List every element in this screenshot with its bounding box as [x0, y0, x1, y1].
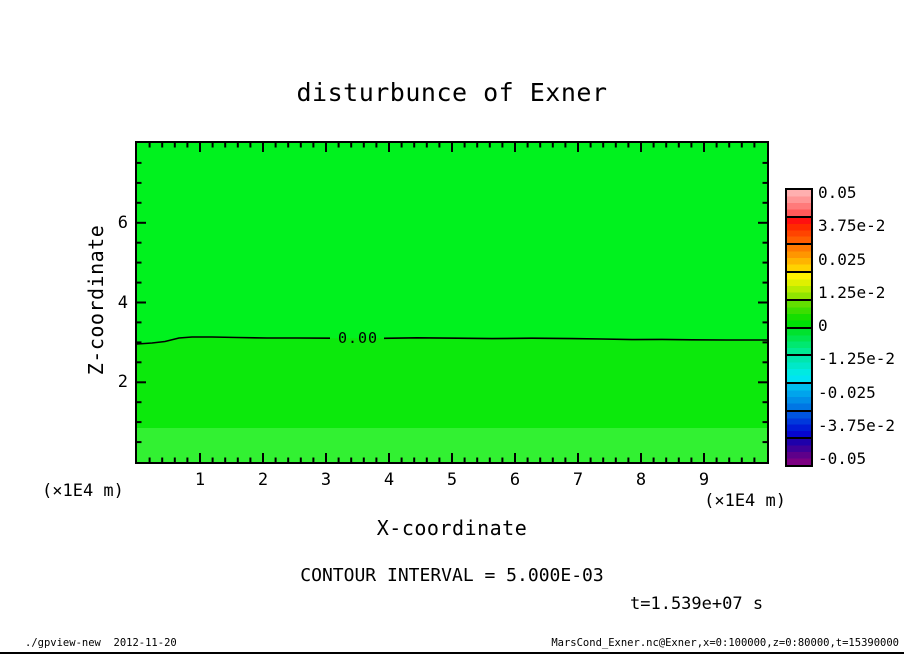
colorbar-segment [787, 326, 811, 355]
x-tick-label: 7 [572, 470, 584, 490]
zero-contour-line-left [137, 336, 331, 345]
x-axis-unit-label: (×1E4 m) [704, 491, 786, 511]
colorbar-tick-label: 1.25e-2 [818, 282, 886, 302]
colorbar-tick-label: 0.025 [818, 249, 867, 269]
colorbar-segment [787, 381, 811, 410]
x-tick-label: 3 [320, 470, 332, 490]
plot-title: disturbunce of Exner [296, 78, 608, 107]
colorbar-tick-label: 3.75e-2 [818, 216, 886, 236]
x-tick-label: 9 [698, 470, 710, 490]
x-tick-label: 4 [383, 470, 395, 490]
colorbar-segment [787, 354, 811, 382]
colorbar-segment [787, 271, 811, 299]
colorbar-segment [787, 437, 811, 466]
colorbar-tick-label: -3.75e-2 [818, 415, 896, 435]
window-bottom-rule [0, 652, 904, 654]
y-axis-unit-label: (×1E4 m) [42, 481, 124, 501]
colorbar-tick-label: -0.025 [818, 382, 876, 402]
colorbar-segment [787, 298, 811, 327]
colorbar-tick-label: -1.25e-2 [818, 349, 896, 369]
colorbar-segment [787, 215, 811, 244]
x-tick-label: 5 [446, 470, 458, 490]
y-tick-label: 2 [117, 372, 128, 393]
plot-area: 0.00 [135, 141, 769, 464]
x-tick-label: 6 [509, 470, 521, 490]
footer-program-text: ./gpview-new 2012-11-20 [25, 637, 177, 649]
x-tick-label: 2 [257, 470, 269, 490]
zero-contour-label: 0.00 [337, 329, 379, 347]
x-tick-label: 1 [194, 470, 206, 490]
colorbar-tick-label: -0.05 [818, 449, 867, 468]
colorbar-tick-label: 0.05 [818, 183, 857, 202]
zero-contour-line-right [383, 336, 767, 341]
y-tick-label: 4 [117, 292, 128, 313]
y-tick-label: 6 [117, 212, 128, 233]
colorbar-segment [787, 409, 811, 438]
colorbar [785, 188, 813, 467]
axis-ticks [137, 143, 767, 462]
contour-interval-text: CONTOUR INTERVAL = 5.000E-03 [300, 565, 604, 586]
upper-region-fill [137, 143, 767, 344]
time-annotation: t=1.539e+07 s [630, 594, 764, 614]
x-axis-label: X-coordinate [376, 516, 528, 540]
colorbar-segment [787, 243, 811, 272]
colorbar-segment [787, 190, 811, 216]
contour-plot-canvas [137, 143, 767, 462]
footer-source-text: MarsCond_Exner.nc@Exner,x=0:100000,z=0:8… [551, 637, 899, 649]
colorbar-tick-label: 0 [818, 316, 828, 335]
x-tick-label: 8 [635, 470, 647, 490]
